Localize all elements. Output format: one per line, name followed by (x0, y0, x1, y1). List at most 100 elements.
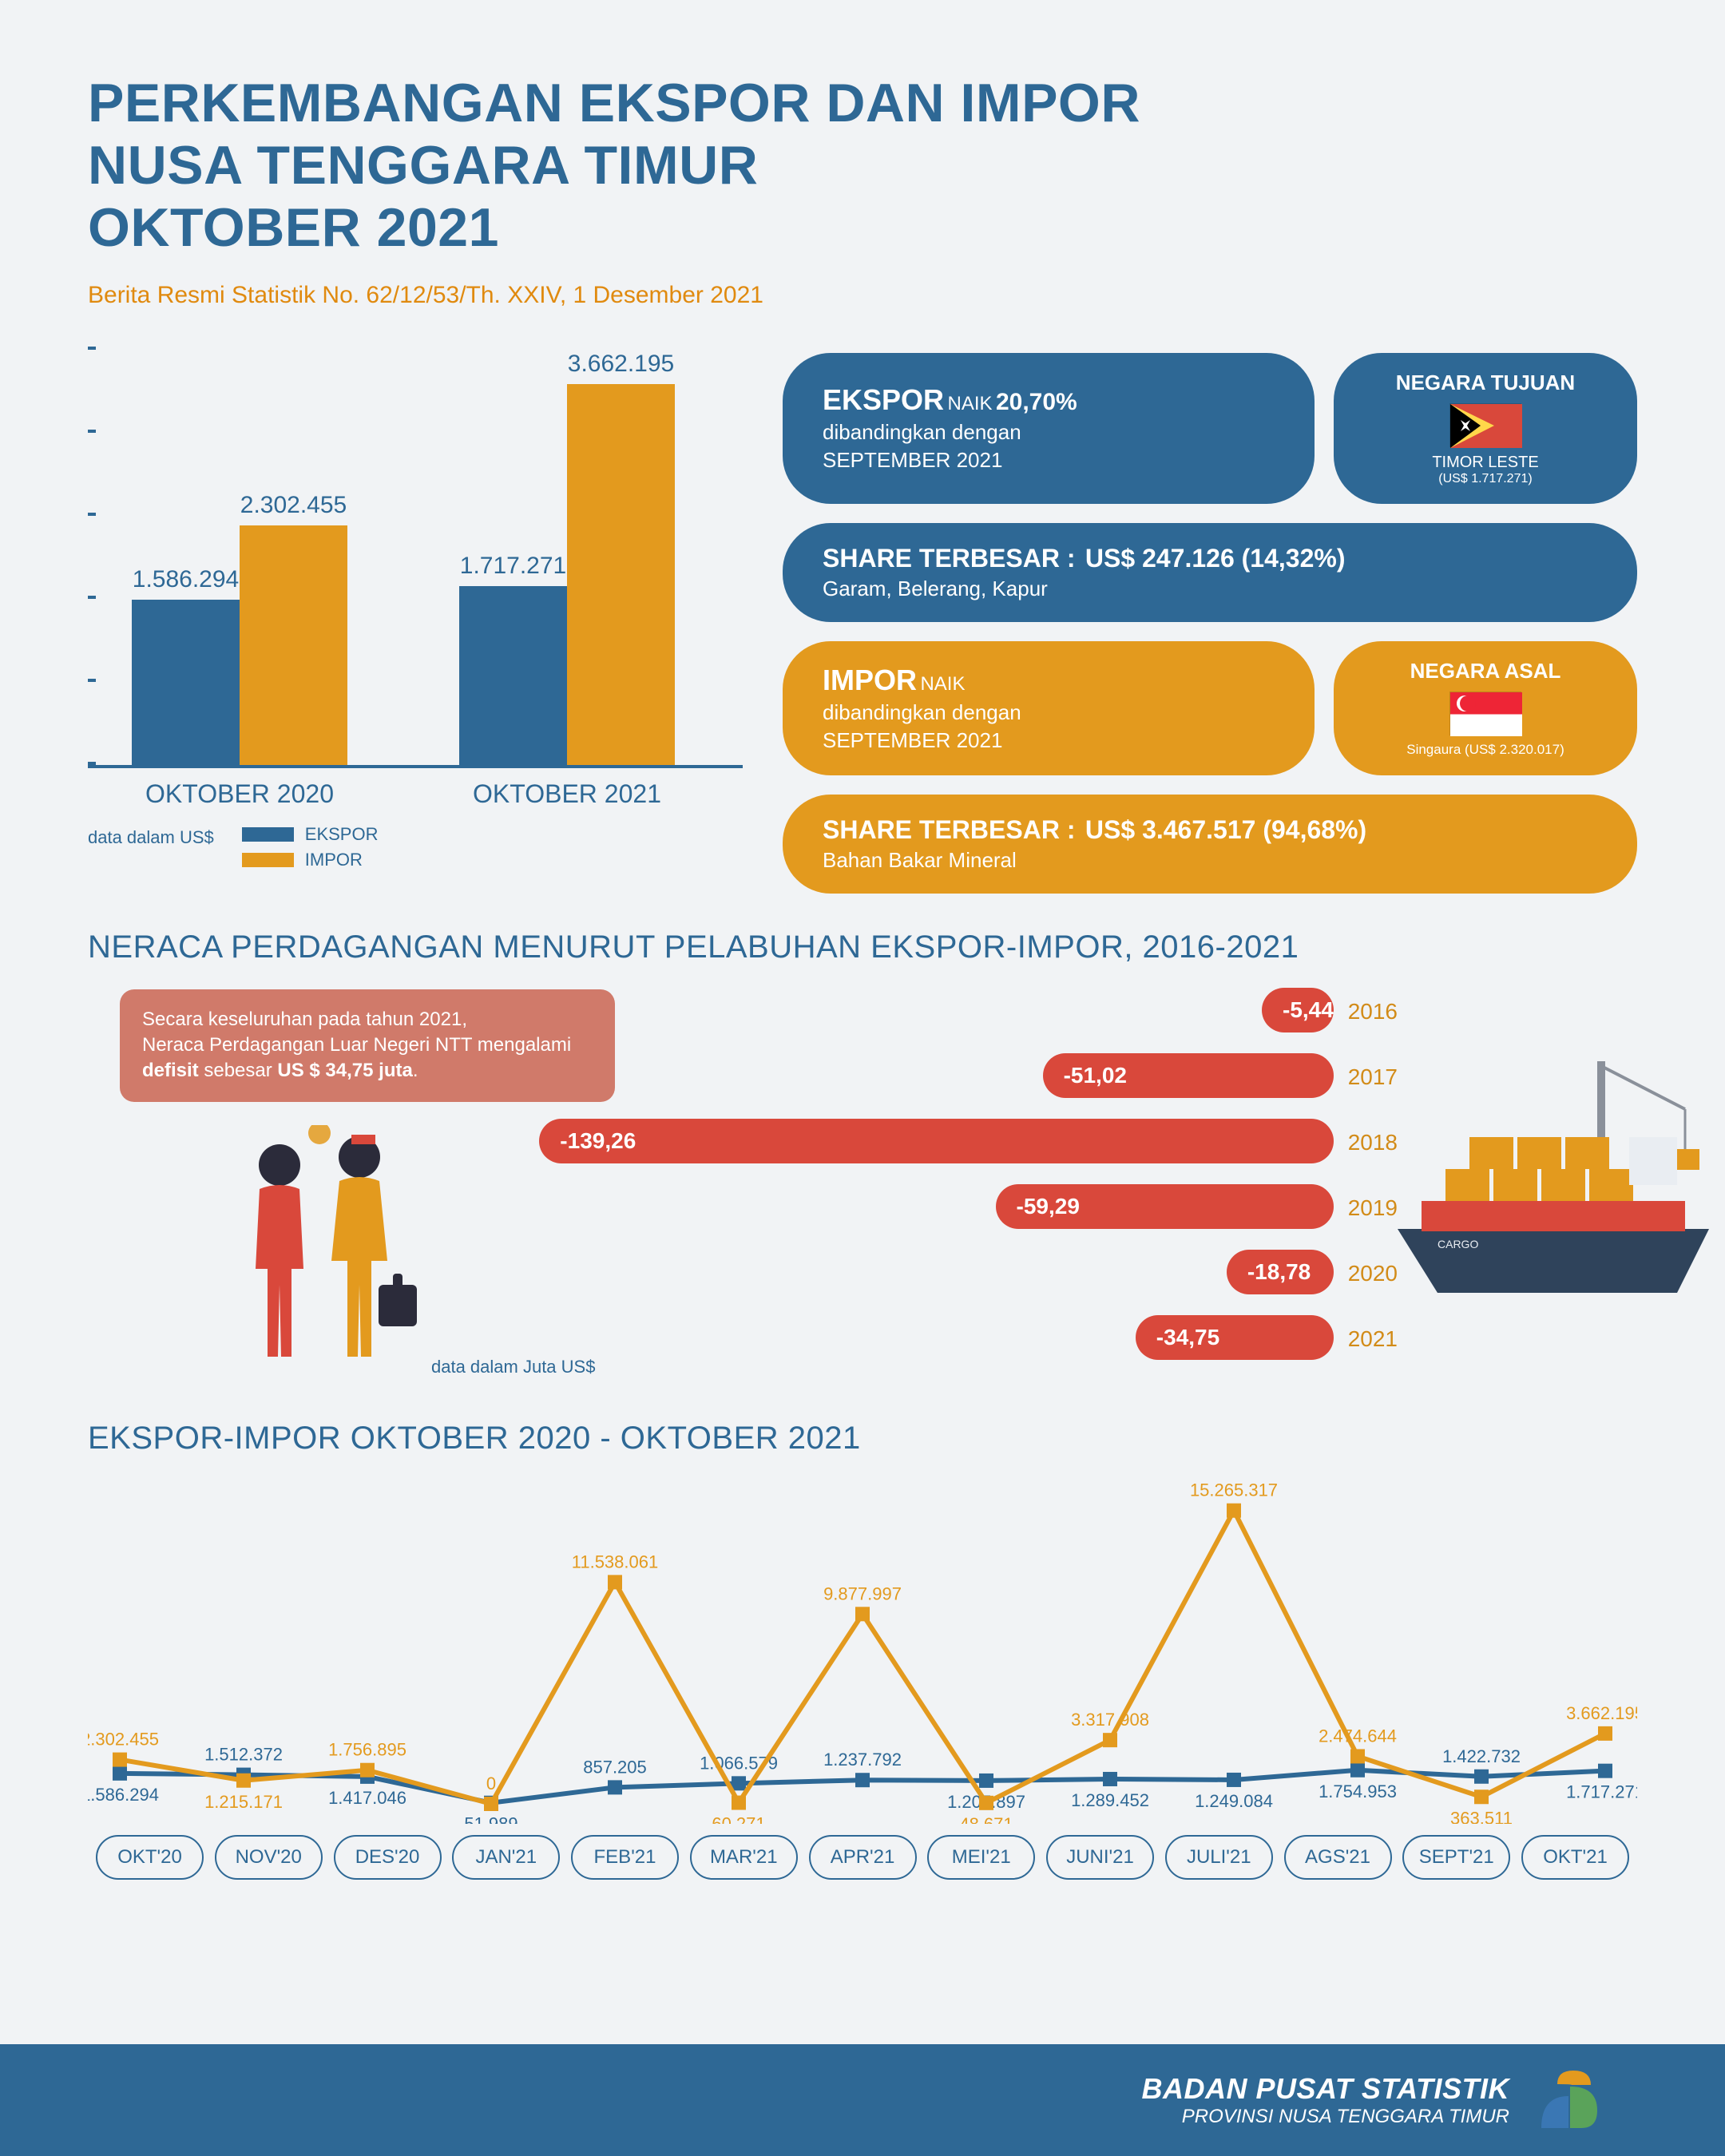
impor-source-pill: NEGARA ASAL Singaura (US$ 2.320.017) (1334, 641, 1637, 775)
neraca-bar: -139,26 (539, 1119, 1334, 1163)
bar-chart-block: 1.586.2942.302.455OKTOBER 20201.717.2713… (88, 353, 743, 894)
line-value-label: 9.877.997 (823, 1583, 902, 1603)
month-label: MEI'21 (927, 1835, 1035, 1880)
bar-value-label: 1.586.294 (133, 566, 239, 593)
line-marker (732, 1795, 746, 1809)
neraca-bar: -5,44 (1262, 988, 1334, 1032)
page-title: PERKEMBANGAN EKSPOR DAN IMPORNUSA TENGGA… (88, 72, 1637, 260)
month-label: MAR'21 (690, 1835, 798, 1880)
line-value-label: 15.265.317 (1190, 1480, 1278, 1500)
footer-province: PROVINSI NUSA TENGGARA TIMUR (1142, 2106, 1509, 2128)
line-marker (855, 1607, 870, 1621)
line-marker (1103, 1772, 1117, 1786)
line-marker (236, 1773, 251, 1787)
month-label: SEPT'21 (1402, 1835, 1510, 1880)
line-marker (360, 1762, 375, 1777)
month-axis: OKT'20NOV'20DES'20JAN'21FEB'21MAR'21APR'… (88, 1835, 1637, 1880)
line-marker (1227, 1503, 1241, 1517)
bar-value-label: 3.662.195 (568, 351, 674, 378)
bps-logo-icon (1533, 2064, 1605, 2136)
neraca-row: -18,782020 (535, 1243, 1382, 1301)
bar-category-label: OKTOBER 2021 (473, 779, 661, 809)
legend-note: data dalam US$ (88, 824, 214, 848)
bar-chart-legend: data dalam US$ EKSPORIMPOR (88, 824, 743, 870)
bar-chart: 1.586.2942.302.455OKTOBER 20201.717.2713… (88, 353, 743, 768)
legend-item: EKSPOR (242, 824, 379, 845)
line-marker (1598, 1726, 1612, 1740)
neraca-bar: -51,02 (1043, 1053, 1334, 1098)
line-marker (113, 1766, 127, 1780)
pill-column: EKSPOR NAIK 20,70% dibandingkan dengan S… (783, 353, 1637, 894)
line-marker (608, 1575, 622, 1589)
bar-value-label: 1.717.271 (460, 553, 566, 580)
neraca-row: -139,262018 (535, 1112, 1382, 1170)
bar: 1.586.294 (132, 600, 240, 764)
month-label: AGS'21 (1284, 1835, 1392, 1880)
neraca-chart: Secara keseluruhan pada tahun 2021,Nerac… (88, 981, 1637, 1405)
line-marker (1350, 1749, 1365, 1763)
line-value-label: 1.289.452 (1071, 1790, 1149, 1810)
neraca-row: -5,442016 (535, 981, 1382, 1039)
neraca-bar: -59,29 (996, 1184, 1334, 1229)
line-value-label: 1.512.372 (204, 1744, 283, 1764)
line-chart-title: EKSPOR-IMPOR OKTOBER 2020 - OKTOBER 2021 (88, 1421, 1637, 1456)
line-value-label: 48.671 (959, 1813, 1013, 1823)
neraca-bar: -34,75 (1136, 1315, 1334, 1360)
ekspor-pill: EKSPOR NAIK 20,70% dibandingkan dengan S… (783, 353, 1315, 504)
bar-value-label: 2.302.455 (240, 492, 347, 519)
line-marker (113, 1752, 127, 1766)
line-marker (979, 1773, 993, 1787)
line-marker (1350, 1762, 1365, 1777)
line-value-label: 1.422.732 (1442, 1746, 1521, 1766)
month-label: JULI'21 (1165, 1835, 1273, 1880)
cargo-ship-icon: CARGO (1390, 1061, 1725, 1301)
bar: 3.662.195 (567, 384, 675, 764)
line-marker (1598, 1763, 1612, 1778)
svg-text:CARGO: CARGO (1438, 1238, 1478, 1250)
line-marker (1227, 1773, 1241, 1787)
line-value-label: 60.271 (712, 1813, 765, 1823)
people-icon (216, 1125, 423, 1373)
line-value-label: 363.511 (1450, 1808, 1513, 1824)
page-subtitle: Berita Resmi Statistik No. 62/12/53/Th. … (88, 282, 1637, 309)
neraca-bar: -18,78 (1227, 1250, 1334, 1294)
month-label: OKT'20 (96, 1835, 204, 1880)
line-value-label: 1.586.294 (88, 1784, 159, 1804)
neraca-year-label: 2021 (1348, 1326, 1398, 1352)
line-value-label: 3.662.195 (1566, 1702, 1637, 1722)
line-value-label: 2.302.455 (88, 1729, 159, 1749)
line-marker (608, 1780, 622, 1794)
month-label: NOV'20 (215, 1835, 323, 1880)
month-label: APR'21 (809, 1835, 917, 1880)
timor-leste-flag-icon (1449, 403, 1521, 447)
neraca-year-label: 2016 (1348, 999, 1398, 1024)
impor-pill: IMPOR NAIK dibandingkan dengan SEPTEMBER… (783, 641, 1315, 775)
footer-org: BADAN PUSAT STATISTIK (1142, 2072, 1509, 2106)
line-marker (979, 1795, 993, 1809)
top-row: 1.586.2942.302.455OKTOBER 20201.717.2713… (88, 353, 1637, 894)
line-value-label: 857.205 (583, 1757, 647, 1777)
month-label: JUNI'21 (1046, 1835, 1154, 1880)
bar: 2.302.455 (240, 525, 347, 764)
line-marker (1474, 1789, 1489, 1804)
month-label: JAN'21 (452, 1835, 560, 1880)
infographic-page: PERKEMBANGAN EKSPOR DAN IMPORNUSA TENGGA… (0, 0, 1725, 2156)
month-label: FEB'21 (571, 1835, 679, 1880)
neraca-row: -51,022017 (535, 1047, 1382, 1104)
line-value-label: 2.474.644 (1319, 1726, 1397, 1746)
line-value-label: 1.417.046 (328, 1787, 406, 1807)
line-chart: 1.586.2941.512.3721.417.04651.989857.205… (88, 1472, 1637, 1904)
line-marker (1474, 1769, 1489, 1783)
line-value-label: 0 (486, 1774, 496, 1793)
bar-category-label: OKTOBER 2020 (145, 779, 334, 809)
line-value-label: 1.237.792 (823, 1750, 902, 1770)
month-label: DES'20 (334, 1835, 442, 1880)
line-value-label: 1.249.084 (1195, 1791, 1273, 1811)
line-value-label: 1.215.171 (204, 1791, 283, 1811)
neraca-title: NERACA PERDAGANGAN MENURUT PELABUHAN EKS… (88, 929, 1637, 965)
line-value-label: 1.756.895 (328, 1739, 406, 1759)
line-value-label: 1.754.953 (1319, 1781, 1397, 1801)
line-value-label: 3.317.908 (1071, 1710, 1149, 1730)
footer: BADAN PUSAT STATISTIK PROVINSI NUSA TENG… (0, 2044, 1725, 2156)
ekspor-share-pill: SHARE TERBESAR : US$ 247.126 (14,32%) Ga… (783, 523, 1637, 622)
